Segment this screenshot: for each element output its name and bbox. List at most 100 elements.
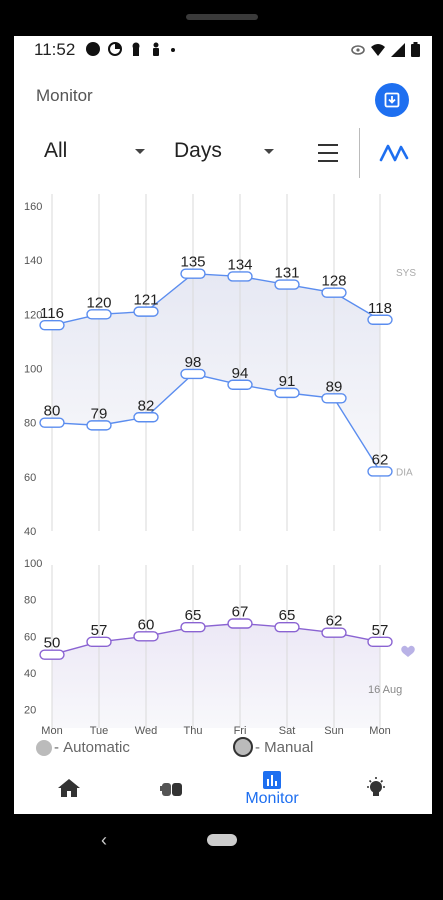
app-screen: 11:52 Monitor All [14, 36, 432, 814]
bp-series-name: DIA [396, 467, 413, 478]
bp-data-label: 120 [86, 294, 111, 311]
pulse-data-label: 57 [372, 622, 389, 639]
pulse-chart: 20 40 60 80 100 50 57 60 65 67 65 62 57 Mon Tue Wed Thu F… [24, 558, 415, 737]
automatic-dot-icon [36, 739, 52, 756]
bp-ytick: 80 [24, 418, 36, 430]
nav-devices[interactable] [159, 780, 185, 814]
data-saver-icon [108, 42, 122, 56]
lightbulb-icon [367, 777, 385, 796]
bottom-navigation: Monitor [14, 766, 432, 814]
legend-automatic: - Automatic [36, 739, 130, 756]
bp-data-label: 89 [326, 378, 343, 395]
bp-data-point [86, 309, 112, 320]
pulse-data-point [86, 636, 112, 648]
period-dropdown-value: Days [174, 139, 222, 162]
notification-icons [86, 42, 176, 56]
back-button[interactable]: ‹ [101, 830, 107, 850]
bp-data-point [180, 368, 206, 380]
legend-manual-label: Manual [264, 738, 314, 756]
pulse-area [52, 623, 380, 728]
pulse-data-label: 65 [185, 607, 202, 624]
pulse-data-label: 60 [138, 616, 155, 633]
nav-monitor[interactable]: Monitor [236, 770, 308, 814]
pulse-data-label: 67 [232, 604, 249, 621]
bp-data-label: 134 [227, 256, 252, 273]
heart-icon [401, 645, 415, 657]
vibrate-icon [351, 44, 365, 55]
pulse-xtick: Fri [234, 725, 247, 737]
chart-view-button[interactable] [378, 139, 410, 167]
more-notifications-icon [171, 48, 175, 52]
list-view-button[interactable] [316, 142, 340, 164]
pulse-xtick: Wed [135, 725, 157, 737]
bp-data-point [39, 417, 65, 428]
bp-ytick: 140 [24, 255, 42, 267]
bar-chart-icon [263, 771, 281, 789]
bp-data-label: 118 [368, 300, 392, 317]
date-label: 16 Aug [368, 684, 402, 696]
pulse-xtick: Thu [184, 725, 203, 737]
status-bar: 11:52 [14, 36, 432, 64]
bp-data-point [180, 268, 206, 279]
bp-data-label: 62 [372, 451, 389, 468]
pulse-data-point [180, 621, 206, 633]
device-pair-icon [160, 783, 182, 796]
bp-ytick: 40 [24, 526, 36, 538]
home-icon [58, 779, 80, 797]
bp-ytick: 120 [24, 309, 42, 321]
period-dropdown-caret[interactable] [264, 139, 276, 163]
type-dropdown-value: All [44, 139, 68, 162]
system-icons [351, 42, 420, 57]
export-button[interactable] [375, 83, 409, 117]
bp-area [52, 273, 380, 472]
bp-data-point [367, 314, 393, 325]
earpiece [186, 14, 258, 20]
bp-data-point [39, 319, 65, 331]
bp-data-point [227, 271, 253, 282]
wave-chart-icon [379, 144, 409, 162]
bp-data-point [321, 287, 347, 298]
bp-data-label: 135 [180, 254, 205, 271]
pulse-data-label: 62 [326, 613, 343, 630]
download-icon [384, 92, 400, 108]
type-dropdown[interactable]: All [44, 139, 67, 163]
bp-data-point [227, 379, 253, 390]
pulse-xtick: Sun [324, 725, 344, 737]
bp-data-point [367, 466, 393, 477]
bp-data-label: 82 [138, 397, 155, 414]
pulse-data-point [227, 618, 253, 629]
pulse-ytick: 80 [24, 595, 36, 607]
type-dropdown-caret[interactable] [135, 139, 147, 163]
bp-data-label: 91 [279, 373, 296, 390]
nav-tips[interactable] [363, 776, 389, 814]
nav-home[interactable] [56, 778, 82, 814]
bp-ytick: 160 [24, 201, 42, 213]
pulse-xtick: Sat [279, 725, 296, 737]
legend-automatic-label: Automatic [63, 739, 130, 756]
pulse-data-label: 65 [279, 607, 296, 624]
bp-ytick: 100 [24, 364, 42, 376]
nav-monitor-label: Monitor [245, 790, 299, 807]
legend-manual: - Manual [233, 737, 313, 757]
wifi-icon [371, 43, 385, 56]
bp-series-name: SYS [396, 268, 416, 279]
period-dropdown[interactable]: Days [174, 139, 222, 163]
pulse-xtick: Tue [90, 725, 109, 737]
pulse-data-point [367, 636, 393, 648]
bp-data-point [274, 279, 300, 290]
divider [359, 128, 360, 178]
pulse-ytick: 40 [24, 668, 36, 680]
chevron-down-icon [264, 149, 274, 154]
pulse-data-point [321, 627, 347, 638]
keyhole-icon [132, 42, 140, 56]
bp-data-point [133, 306, 159, 317]
bp-data-label: 94 [232, 365, 249, 382]
bp-data-label: 98 [185, 354, 202, 371]
home-button[interactable] [207, 834, 237, 846]
record-icon [86, 42, 100, 56]
signal-icon [391, 42, 405, 57]
manual-dot-icon [233, 737, 253, 757]
bp-data-point [274, 387, 300, 399]
